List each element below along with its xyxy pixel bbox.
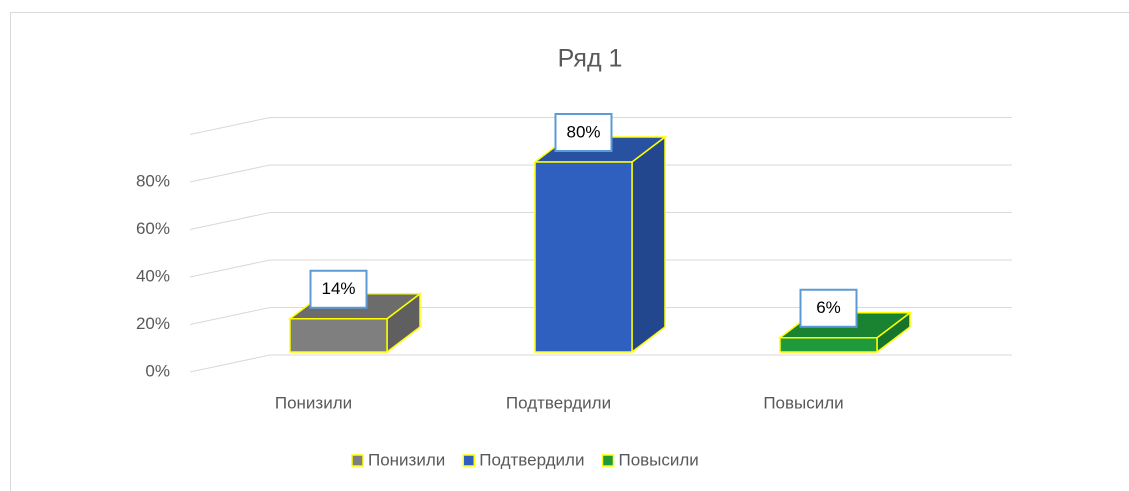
legend-swatch <box>601 454 615 467</box>
y-tick-label: 80% <box>136 171 170 190</box>
data-label-box <box>799 288 858 328</box>
bar <box>289 318 388 353</box>
chart-title: Ряд 1 <box>558 45 623 73</box>
bar-side <box>631 135 666 354</box>
x-tick-label: Повысили <box>763 393 843 412</box>
x-tick-label: Подтвердили <box>506 393 611 412</box>
y-tick-label: 0% <box>145 361 170 380</box>
data-label: 6% <box>816 298 841 317</box>
data-label-box <box>554 113 613 152</box>
data-label: 14% <box>321 279 355 298</box>
grid-line <box>189 259 271 278</box>
y-tick-label: 20% <box>136 314 170 333</box>
grid-line <box>189 164 271 183</box>
legend-label: Повысили <box>618 450 698 469</box>
x-tick-label: Понизили <box>275 393 352 412</box>
y-tick-label: 60% <box>136 219 170 238</box>
grid-line <box>189 212 271 230</box>
legend-swatch <box>462 454 476 467</box>
bar <box>534 161 633 353</box>
grid-line <box>189 117 271 135</box>
grid-line <box>189 354 271 373</box>
y-tick-label: 40% <box>136 266 170 285</box>
bar <box>779 337 878 353</box>
legend-label: Понизили <box>368 450 445 469</box>
data-label-box <box>309 269 368 309</box>
legend-label: Подтвердили <box>479 450 584 469</box>
data-label: 80% <box>566 122 600 141</box>
legend-swatch <box>351 454 364 467</box>
grid-line <box>189 307 271 325</box>
